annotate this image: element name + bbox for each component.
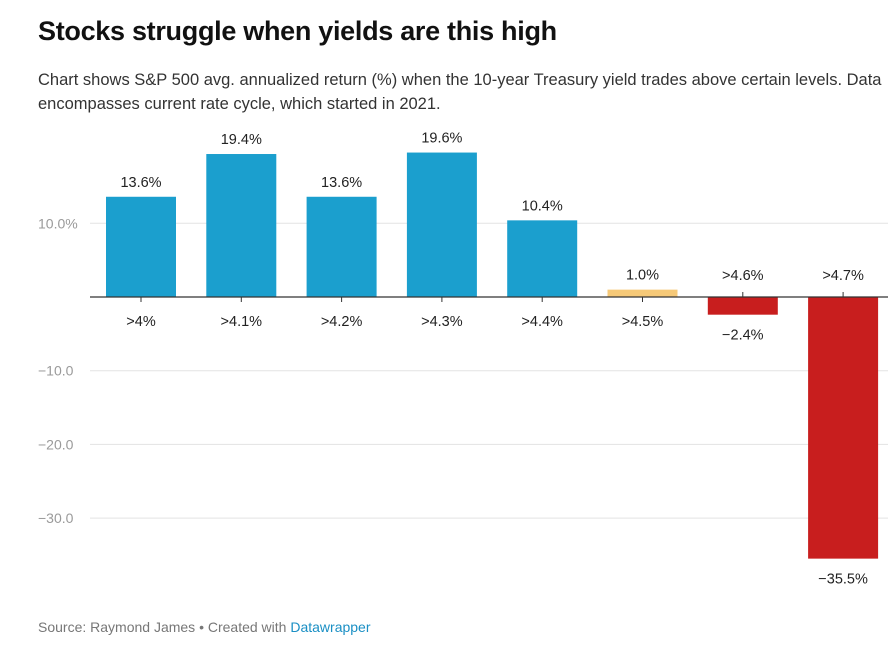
x-tick-label: >4.3% xyxy=(421,314,463,330)
bars xyxy=(106,152,879,559)
bar xyxy=(106,196,176,297)
value-label: −2.4% xyxy=(722,328,764,344)
y-tick-label: 10.0% xyxy=(38,215,78,231)
chart-title: Stocks struggle when yields are this hig… xyxy=(38,16,557,46)
x-tick-label: >4.7% xyxy=(822,268,864,284)
bar xyxy=(306,196,377,297)
x-tick-label: >4.6% xyxy=(722,268,764,284)
bar xyxy=(206,154,277,297)
value-label: 13.6% xyxy=(120,175,161,191)
datawrapper-link[interactable]: Datawrapper xyxy=(290,619,371,635)
y-tick-label: −30.0 xyxy=(38,510,74,526)
bar xyxy=(808,297,879,559)
x-tick-label: >4.1% xyxy=(221,314,263,330)
value-label: 19.4% xyxy=(221,132,262,148)
x-tick-label: >4.2% xyxy=(321,314,363,330)
value-label: −35.5% xyxy=(818,572,868,588)
bar xyxy=(707,297,778,315)
value-label: 19.6% xyxy=(421,131,462,147)
x-tick-label: >4.5% xyxy=(622,314,664,330)
value-label: 1.0% xyxy=(626,268,659,284)
labels: 10.0% −10.0 −20.0 −30.0 >4% 13.6% >4.1% 19.4% >4… xyxy=(38,131,868,588)
bar xyxy=(406,152,477,297)
x-tick-label: >4.4% xyxy=(521,314,563,330)
bar xyxy=(607,289,678,297)
bar-chart: 10.0% −10.0 −20.0 −30.0 >4% 13.6% >4.1% 19.4% >4… xyxy=(38,131,888,588)
chart-subtitle: Chart shows S&P 500 avg. annualized retu… xyxy=(38,71,882,113)
value-label: 10.4% xyxy=(522,198,563,214)
value-label: 13.6% xyxy=(321,175,362,191)
y-tick-label: −20.0 xyxy=(38,436,74,452)
x-tick-label: >4% xyxy=(126,314,156,330)
source-text: Source: Raymond James • Created with xyxy=(38,619,291,635)
y-tick-label: −10.0 xyxy=(38,363,74,379)
chart-footer: Source: Raymond James • Created with Dat… xyxy=(38,619,371,635)
zero-axis xyxy=(90,292,888,302)
bar xyxy=(507,220,578,297)
